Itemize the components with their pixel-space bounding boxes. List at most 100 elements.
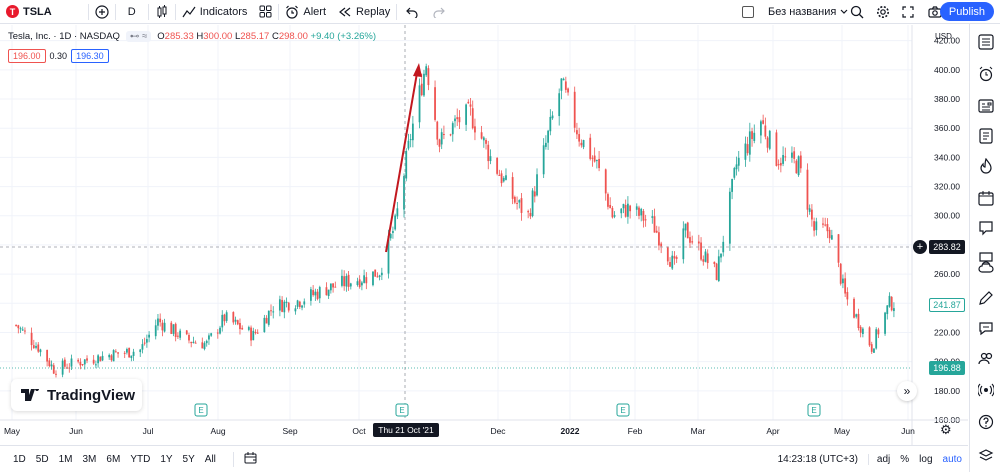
last-price-text: 241.87 <box>933 300 961 310</box>
crosshair-price-text: 283.82 <box>933 242 961 252</box>
candle <box>844 272 847 298</box>
grid-lines <box>0 25 912 421</box>
candle <box>281 296 283 313</box>
candle <box>706 249 709 269</box>
candle <box>32 339 35 350</box>
community-icon[interactable] <box>978 350 994 366</box>
percent-scale-toggle[interactable]: % <box>900 453 910 465</box>
buy-price-box[interactable]: 196.30 <box>71 49 109 63</box>
time-axis-settings-gear-icon[interactable]: ⚙ <box>940 422 952 437</box>
settings-button[interactable] <box>870 0 896 24</box>
price-chart[interactable]: USD 420.00 400.00 380.00 360.00 340.00 320.00… <box>0 25 968 445</box>
layout-name-button[interactable]: Без названия <box>736 0 854 24</box>
tradingview-logo[interactable]: TradingView <box>11 379 142 411</box>
help-icon[interactable] <box>978 414 994 430</box>
redo-button[interactable] <box>427 0 451 24</box>
range-button-6m[interactable]: 6M <box>106 453 121 465</box>
range-button-3m[interactable]: 3M <box>82 453 97 465</box>
broadcast-icon[interactable] <box>978 382 994 398</box>
streams-icon[interactable] <box>978 250 994 266</box>
undo-button[interactable] <box>397 0 427 24</box>
candle <box>128 347 131 358</box>
interval-button[interactable]: D <box>116 0 148 24</box>
legend-title[interactable]: Tesla, Inc. · 1D · NASDAQ <box>8 31 120 42</box>
candle <box>859 325 862 338</box>
chat-bubble-icon[interactable] <box>978 320 994 336</box>
range-button-1d[interactable]: 1D <box>13 453 26 465</box>
price-tick-label: 220.00 <box>934 327 960 337</box>
candle <box>580 139 583 148</box>
add-alert-plus-icon[interactable]: + <box>913 240 927 254</box>
candle <box>744 136 747 167</box>
candle <box>873 348 875 353</box>
layout-checkbox-icon[interactable] <box>742 5 754 18</box>
clock-timezone-button[interactable]: 14:23:18 (UTC+3) <box>777 453 858 465</box>
templates-button[interactable] <box>253 0 278 24</box>
layers-icon[interactable] <box>978 448 994 464</box>
compare-button[interactable] <box>89 0 115 24</box>
top-toolbar: T TSLA D Indicators Alert Replay Без наз… <box>0 0 1000 24</box>
range-button-1y[interactable]: 1Y <box>160 453 173 465</box>
ohlc-values: O285.33 H300.00 L285.17 C298.00 +9.40 (+… <box>157 31 376 42</box>
watchlist-icon[interactable] <box>978 34 994 50</box>
candle <box>837 234 840 268</box>
fullscreen-button[interactable] <box>896 0 920 24</box>
candle <box>748 122 751 162</box>
log-scale-toggle[interactable]: log <box>919 453 933 465</box>
hotlists-fire-icon[interactable] <box>978 158 994 174</box>
candle <box>272 306 275 319</box>
calendar-icon[interactable] <box>978 190 994 206</box>
time-tick-label: Jun <box>69 426 83 436</box>
chart-pane[interactable]: Tesla, Inc. · 1D · NASDAQ ⊷ ≈ O285.33 H3… <box>0 25 968 445</box>
goto-date-button[interactable] <box>232 451 257 467</box>
candle <box>589 133 592 161</box>
candle <box>653 208 656 233</box>
earnings-marker-label: E <box>198 406 203 415</box>
candle <box>598 151 600 172</box>
candle <box>666 246 669 266</box>
alert-button[interactable]: Alert <box>279 0 332 24</box>
chart-type-button[interactable] <box>149 0 175 24</box>
candle <box>558 88 561 126</box>
candle <box>793 147 796 164</box>
sell-price-box[interactable]: 196.00 <box>8 49 46 63</box>
candle <box>185 329 188 336</box>
alarm-clock-icon[interactable] <box>978 66 994 82</box>
candle <box>658 226 660 251</box>
candle <box>394 213 397 231</box>
candle <box>498 169 501 176</box>
candle <box>145 334 148 348</box>
candle <box>487 140 490 170</box>
pine-editor-icon[interactable] <box>978 290 994 306</box>
candle <box>329 283 332 294</box>
range-button-1m[interactable]: 1M <box>58 453 73 465</box>
replay-button[interactable]: Replay <box>332 0 396 24</box>
symbol-search-button[interactable]: T TSLA <box>0 0 58 24</box>
auto-scale-toggle[interactable]: auto <box>942 453 962 465</box>
adj-toggle[interactable]: adj <box>867 453 890 465</box>
range-button-5d[interactable]: 5D <box>35 453 49 465</box>
candle <box>828 227 831 244</box>
bid-price-tag: 196.88 <box>929 361 965 375</box>
publish-button[interactable]: Publish <box>939 2 994 21</box>
candle <box>179 328 182 341</box>
scroll-to-realtime-button[interactable]: » <box>897 381 917 401</box>
ideas-icon[interactable] <box>978 220 994 236</box>
candle <box>303 298 306 308</box>
candle <box>208 333 210 345</box>
candle <box>94 360 97 369</box>
news-icon[interactable] <box>978 128 994 144</box>
candle <box>746 136 749 156</box>
candle <box>345 273 348 292</box>
chats-cloud-icon[interactable] <box>978 260 994 276</box>
range-button-all[interactable]: All <box>204 453 216 465</box>
time-tick-label: Jul <box>143 426 154 436</box>
indicators-button[interactable]: Indicators <box>176 0 254 24</box>
candle <box>403 173 405 218</box>
range-button-ytd[interactable]: YTD <box>130 453 151 465</box>
data-window-icon[interactable] <box>978 98 994 114</box>
search-button[interactable] <box>844 0 870 24</box>
candle <box>768 129 771 151</box>
legend-visibility-toggle[interactable]: ⊷ ≈ <box>125 31 152 42</box>
range-button-5y[interactable]: 5Y <box>182 453 195 465</box>
